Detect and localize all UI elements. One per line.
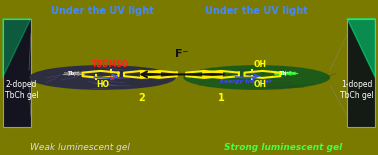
Polygon shape bbox=[347, 19, 375, 78]
Text: ✕: ✕ bbox=[108, 74, 114, 83]
Text: 2-doped
TbCh gel: 2-doped TbCh gel bbox=[5, 80, 38, 100]
Text: Weak luminescent gel: Weak luminescent gel bbox=[30, 143, 130, 152]
Text: Under the UV light: Under the UV light bbox=[205, 6, 308, 16]
FancyBboxPatch shape bbox=[347, 19, 375, 127]
Text: OH: OH bbox=[254, 80, 267, 89]
Text: Tb³⁺: Tb³⁺ bbox=[67, 71, 80, 76]
Text: 1-doped
TbCh gel: 1-doped TbCh gel bbox=[340, 80, 373, 100]
Polygon shape bbox=[3, 19, 31, 78]
Text: TBDMSO: TBDMSO bbox=[92, 60, 129, 69]
Text: Under the UV light: Under the UV light bbox=[51, 6, 154, 16]
Text: F⁻: F⁻ bbox=[175, 49, 188, 59]
FancyBboxPatch shape bbox=[3, 19, 31, 127]
Text: 1: 1 bbox=[218, 93, 225, 103]
Text: HO: HO bbox=[96, 80, 109, 89]
Text: 2: 2 bbox=[139, 93, 145, 103]
Text: Strong luminescent gel: Strong luminescent gel bbox=[224, 143, 342, 152]
Ellipse shape bbox=[29, 65, 176, 90]
Text: OH: OH bbox=[254, 60, 267, 69]
Ellipse shape bbox=[183, 65, 330, 90]
Text: Tb³⁺: Tb³⁺ bbox=[279, 71, 291, 76]
Text: Energy transfer: Energy transfer bbox=[220, 79, 272, 84]
